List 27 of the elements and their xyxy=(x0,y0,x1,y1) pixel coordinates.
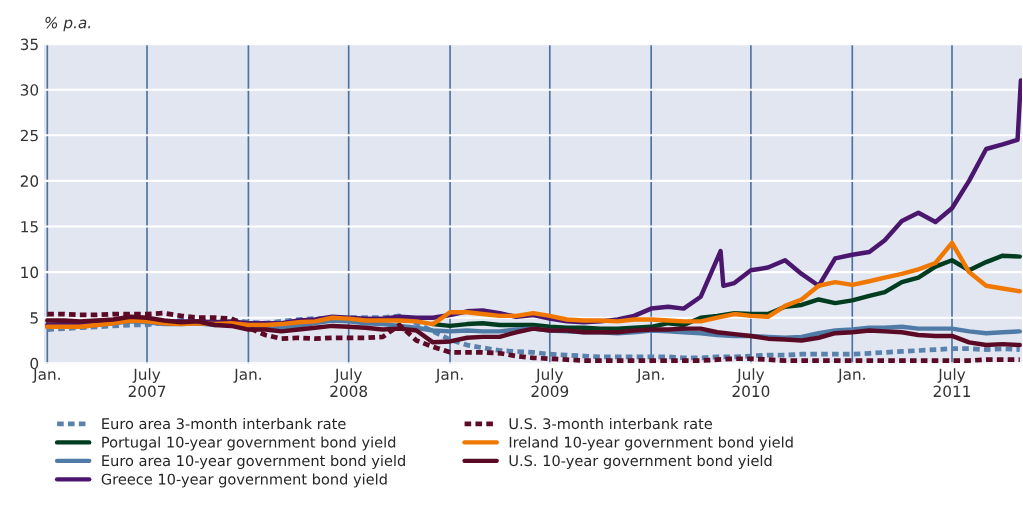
x-tick-label: Jan. xyxy=(32,368,60,383)
legend-label: Portugal 10-year government bond yield xyxy=(102,436,396,451)
line-series xyxy=(45,240,1022,330)
x-tick-label: July 2011 xyxy=(933,368,971,398)
y-tick-label: 15 xyxy=(21,221,38,233)
x-tick-label: Jan. xyxy=(636,368,664,383)
legend-label: Euro area 10-year government bond yield xyxy=(102,454,405,470)
legend-label: Euro area 3-month interbank rate xyxy=(102,417,346,430)
x-tick-label: Jan. xyxy=(233,368,261,383)
legend-label: U.S. 3-month interbank rate xyxy=(509,417,713,430)
legend-label: Greece 10-year government bond yield xyxy=(101,473,387,488)
y-axis-title: % p.a. xyxy=(45,16,91,32)
x-tick-label: Jan. xyxy=(837,368,865,383)
y-tick-label: 25 xyxy=(20,129,38,142)
x-tick-label: July 2010 xyxy=(732,368,770,398)
legend-label: Ireland 10-year government bond yield xyxy=(509,436,793,451)
y-tick-label: 0 xyxy=(30,357,39,370)
y-tick-label: 30 xyxy=(20,84,39,96)
y-tick-label: 5 xyxy=(30,312,38,324)
y-tick-label: 35 xyxy=(20,38,38,51)
x-tick-label: Jan. xyxy=(435,368,463,383)
y-tick-label: 20 xyxy=(20,175,39,187)
x-tick-label: July 2008 xyxy=(330,368,368,398)
legend-label: U.S. 10-year government bond yield xyxy=(509,454,772,470)
y-tick-label: 10 xyxy=(21,266,39,279)
x-tick-label: July 2009 xyxy=(531,368,569,398)
x-tick-label: July 2007 xyxy=(128,368,166,398)
